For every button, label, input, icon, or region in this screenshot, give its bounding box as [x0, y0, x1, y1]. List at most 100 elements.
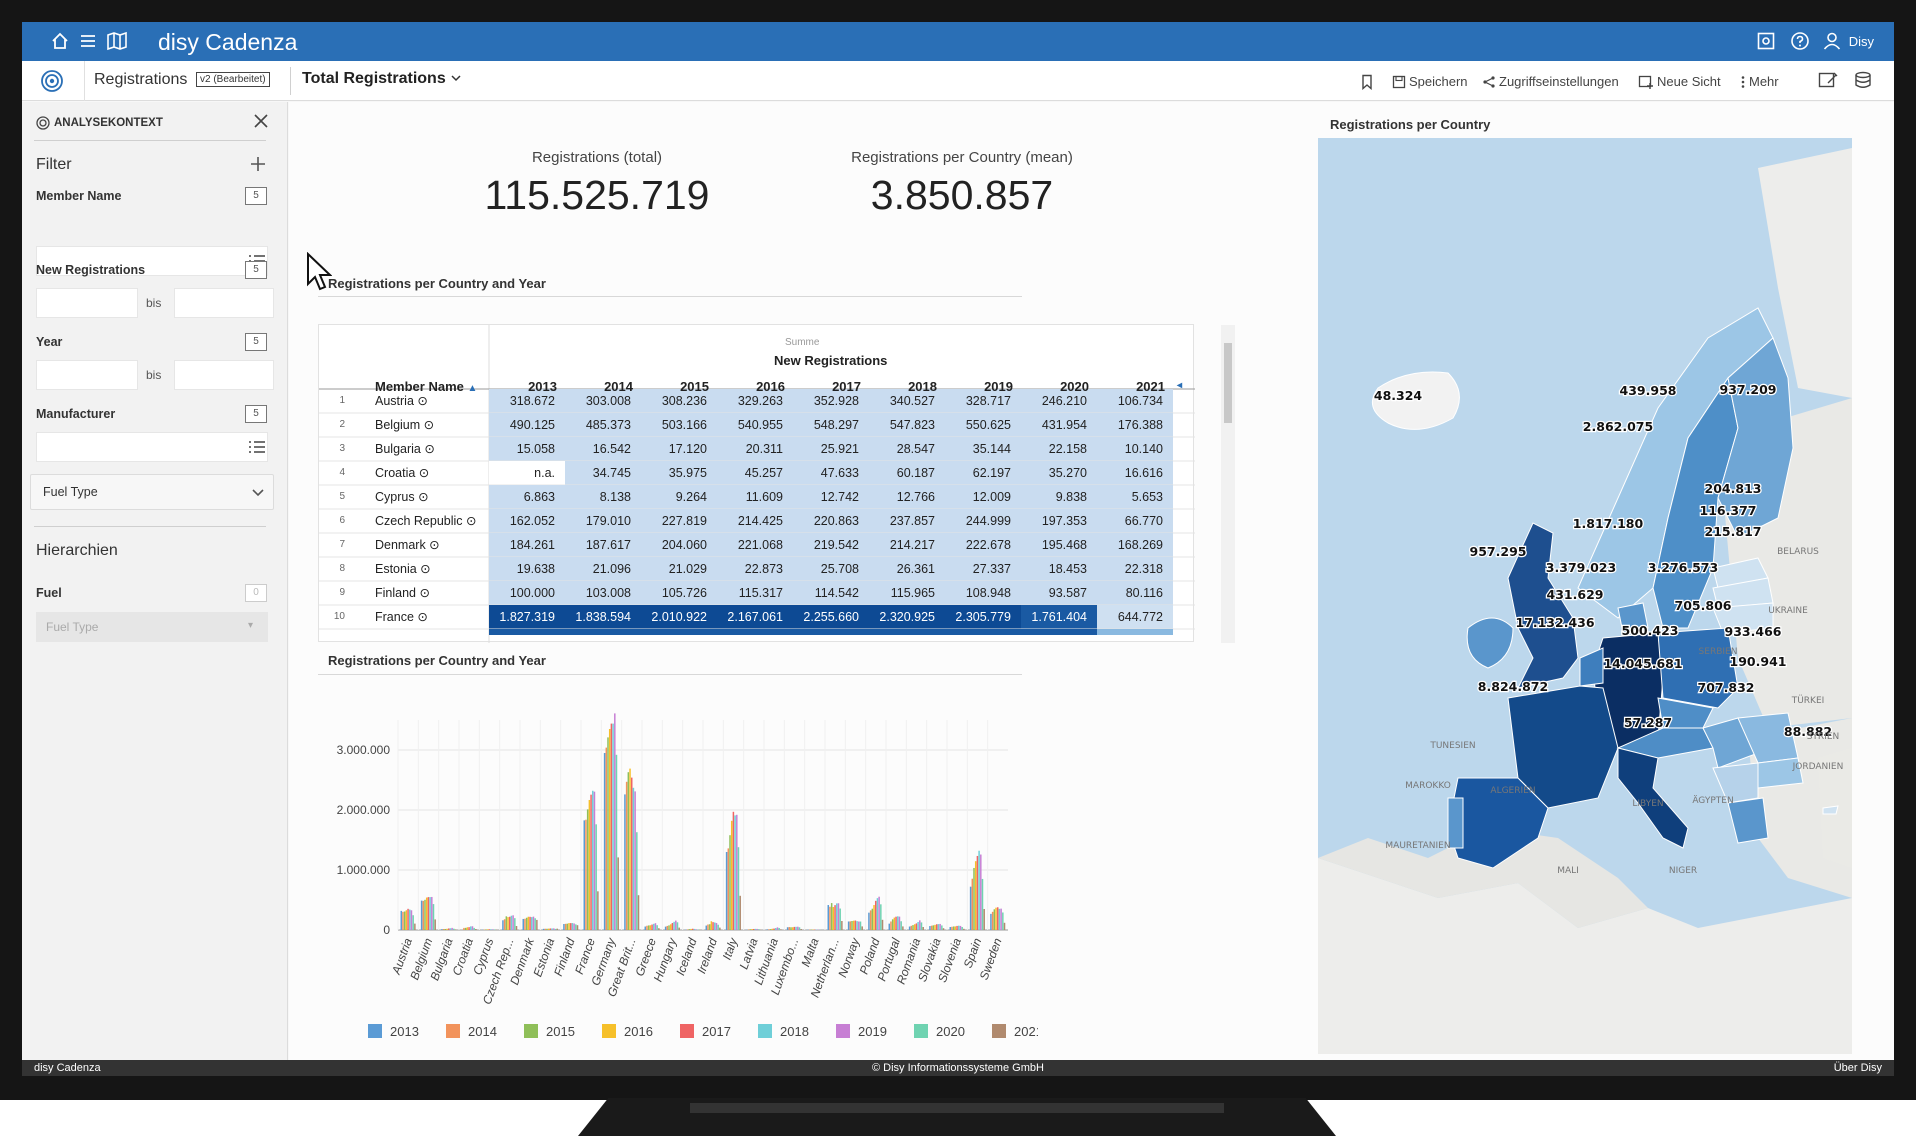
more-button[interactable]: Mehr: [1740, 74, 1779, 89]
chart-bar[interactable]: [705, 925, 708, 930]
table-cell[interactable]: 45.257: [744, 466, 783, 480]
chart-bar[interactable]: [697, 929, 699, 930]
table-cell[interactable]: 550.625: [965, 418, 1011, 432]
table-cell[interactable]: 1.827.319: [499, 610, 555, 624]
home-icon[interactable]: [50, 31, 72, 53]
chart-bar[interactable]: [878, 896, 880, 930]
chart-bar[interactable]: [422, 900, 425, 930]
legend-label[interactable]: 2021: [1014, 1024, 1038, 1039]
chart-bar[interactable]: [615, 754, 618, 930]
legend-swatch[interactable]: [836, 1024, 850, 1038]
chart-bar[interactable]: [575, 924, 577, 930]
table-cell[interactable]: 168.269: [1117, 538, 1163, 552]
list-icon[interactable]: [248, 440, 266, 454]
chart-bar[interactable]: [527, 916, 530, 930]
chart-bar[interactable]: [431, 896, 433, 930]
table-cell[interactable]: 237.857: [889, 514, 935, 528]
table-cell[interactable]: 19.638: [516, 562, 555, 576]
table-cell[interactable]: 12.766: [896, 490, 935, 504]
legend-label[interactable]: 2016: [624, 1024, 653, 1039]
year-header[interactable]: 2021: [1136, 379, 1165, 394]
chart-bar[interactable]: [597, 891, 599, 930]
member-name-cell[interactable]: Cyprus ⊙: [375, 490, 429, 504]
chart-bar[interactable]: [747, 929, 750, 930]
chart-bar[interactable]: [768, 929, 770, 930]
edit-view-icon[interactable]: [1818, 71, 1841, 89]
legend-swatch[interactable]: [914, 1024, 928, 1038]
chart-bar[interactable]: [488, 929, 491, 930]
table-cell[interactable]: 80.116: [1125, 586, 1163, 600]
chart-bar[interactable]: [556, 928, 558, 930]
chart-bar[interactable]: [868, 912, 870, 930]
legend-label[interactable]: 2019: [858, 1024, 887, 1039]
chart-bar[interactable]: [839, 908, 841, 930]
chart-bar[interactable]: [908, 926, 911, 930]
chart-bar[interactable]: [563, 924, 565, 930]
table-cell[interactable]: 15.058: [516, 442, 555, 456]
chart-bar[interactable]: [608, 729, 611, 930]
chart-bar[interactable]: [912, 925, 914, 930]
year-header[interactable]: 2019: [984, 379, 1013, 394]
chart-bar[interactable]: [468, 927, 470, 930]
chart-bar[interactable]: [793, 926, 796, 930]
choropleth-map[interactable]: 48.324 439.958 937.209 2.862.075 204.813 116.…: [1318, 138, 1852, 1054]
about-link[interactable]: Über Disy: [1833, 1062, 1882, 1074]
chart-bar[interactable]: [900, 921, 902, 930]
chart-bar[interactable]: [524, 918, 526, 930]
member-name-cell[interactable]: Belgium ⊙: [375, 418, 435, 432]
chart-bar[interactable]: [719, 927, 721, 930]
chart-bar[interactable]: [893, 917, 896, 930]
chart-bar[interactable]: [829, 906, 831, 930]
chart-bar[interactable]: [409, 909, 411, 930]
chart-bar[interactable]: [766, 929, 769, 930]
chart-bar[interactable]: [847, 921, 850, 930]
table-cell[interactable]: 176.388: [1117, 418, 1163, 432]
chart-bar[interactable]: [949, 927, 952, 930]
chart-bar[interactable]: [512, 915, 514, 930]
chart-bar[interactable]: [675, 920, 677, 930]
table-cell[interactable]: 303.008: [585, 394, 631, 408]
chart-bar[interactable]: [441, 929, 443, 930]
chart-bar[interactable]: [571, 923, 574, 930]
member-name-cell[interactable]: Croatia ⊙: [375, 466, 430, 480]
table-cell[interactable]: 340.527: [889, 394, 935, 408]
chart-bar[interactable]: [856, 921, 858, 930]
chart-bar[interactable]: [920, 922, 923, 930]
chart-bar[interactable]: [1003, 922, 1006, 930]
chart-bar[interactable]: [790, 927, 792, 930]
chart-bar[interactable]: [730, 820, 733, 930]
table-cell[interactable]: 22.318: [1124, 562, 1163, 576]
table-cell[interactable]: 22.158: [1048, 442, 1087, 456]
analysis-context-icon[interactable]: [40, 69, 64, 93]
chart-bar[interactable]: [691, 928, 694, 930]
table-cell[interactable]: 22.873: [744, 562, 783, 576]
chart-bar[interactable]: [678, 927, 680, 930]
chart-bar[interactable]: [978, 850, 980, 930]
table-cell[interactable]: 114.542: [814, 586, 859, 600]
chart-bar[interactable]: [542, 928, 545, 930]
chart-bar[interactable]: [671, 922, 674, 930]
chart-bar[interactable]: [976, 855, 979, 930]
vertical-scrollbar[interactable]: [1221, 325, 1235, 643]
chart-bar[interactable]: [941, 925, 943, 930]
chart-bar[interactable]: [952, 926, 955, 930]
table-cell[interactable]: 115.965: [890, 586, 935, 600]
chart-bar[interactable]: [837, 903, 840, 930]
chart-bar[interactable]: [510, 915, 513, 930]
chart-bar[interactable]: [668, 925, 670, 930]
chart-bar[interactable]: [797, 926, 799, 930]
chart-bar[interactable]: [593, 791, 596, 930]
database-icon[interactable]: [1854, 71, 1875, 89]
chart-bar[interactable]: [405, 910, 408, 930]
table-cell[interactable]: 246.210: [1041, 394, 1087, 408]
table-cell[interactable]: 9.838: [1055, 490, 1087, 504]
chart-bar[interactable]: [603, 753, 606, 930]
chart-bar[interactable]: [525, 917, 528, 930]
table-cell[interactable]: 47.633: [820, 466, 859, 480]
legend-swatch[interactable]: [680, 1024, 694, 1038]
chart-bar[interactable]: [432, 904, 435, 930]
table-cell[interactable]: 328.717: [965, 394, 1011, 408]
chart-bar[interactable]: [876, 898, 879, 930]
chart-bar[interactable]: [775, 928, 777, 930]
chart-bar[interactable]: [778, 927, 780, 930]
